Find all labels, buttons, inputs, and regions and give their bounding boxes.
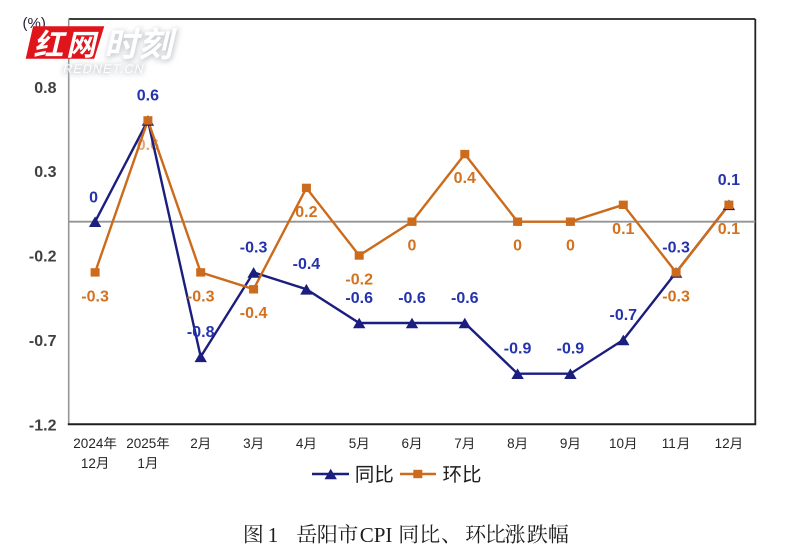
svg-text:-0.6: -0.6 bbox=[345, 290, 373, 307]
svg-text:0.2: 0.2 bbox=[295, 204, 317, 221]
svg-text:0.3: 0.3 bbox=[34, 164, 56, 181]
svg-text:-0.8: -0.8 bbox=[187, 324, 215, 341]
svg-text:0.1: 0.1 bbox=[718, 172, 740, 189]
svg-text:-0.3: -0.3 bbox=[662, 288, 690, 305]
svg-text:-0.2: -0.2 bbox=[29, 249, 57, 266]
svg-text:12: 12 bbox=[81, 456, 96, 471]
svg-text:REDNET.CN: REDNET.CN bbox=[62, 63, 147, 77]
svg-text:0: 0 bbox=[89, 190, 98, 207]
svg-text:1: 1 bbox=[268, 523, 279, 547]
svg-text:3: 3 bbox=[243, 436, 251, 451]
svg-text:-0.4: -0.4 bbox=[240, 305, 268, 322]
svg-text:-0.3: -0.3 bbox=[81, 288, 109, 305]
svg-text:5: 5 bbox=[349, 436, 357, 451]
svg-text:0.1: 0.1 bbox=[718, 221, 740, 238]
svg-text:-0.3: -0.3 bbox=[187, 288, 215, 305]
svg-text:-0.6: -0.6 bbox=[398, 290, 426, 307]
svg-text:REDNET.CN: REDNET.CN bbox=[62, 62, 147, 76]
svg-text:9: 9 bbox=[560, 436, 568, 451]
svg-text:10: 10 bbox=[609, 436, 624, 451]
svg-text:4: 4 bbox=[296, 436, 304, 451]
svg-text:-0.7: -0.7 bbox=[610, 307, 638, 324]
svg-text:2025: 2025 bbox=[126, 436, 156, 451]
svg-text:-0.6: -0.6 bbox=[451, 290, 479, 307]
svg-text:0: 0 bbox=[566, 238, 575, 255]
svg-text:-0.9: -0.9 bbox=[557, 341, 585, 358]
svg-text:11: 11 bbox=[662, 436, 676, 451]
svg-text:0.8: 0.8 bbox=[34, 80, 56, 97]
svg-text:-0.2: -0.2 bbox=[345, 272, 373, 289]
svg-text:0.1: 0.1 bbox=[612, 221, 634, 238]
svg-text:CPI: CPI bbox=[360, 523, 393, 547]
svg-text:-1.2: -1.2 bbox=[29, 418, 57, 435]
svg-text:-0.3: -0.3 bbox=[240, 239, 268, 256]
svg-text:12: 12 bbox=[715, 436, 730, 451]
svg-text:8: 8 bbox=[507, 436, 515, 451]
svg-text:0: 0 bbox=[408, 238, 417, 255]
svg-text:0: 0 bbox=[513, 238, 522, 255]
svg-text:-0.7: -0.7 bbox=[29, 333, 57, 350]
svg-text:-0.9: -0.9 bbox=[504, 341, 532, 358]
svg-text:6: 6 bbox=[402, 436, 410, 451]
svg-text:2024: 2024 bbox=[73, 436, 104, 451]
svg-text:2: 2 bbox=[190, 436, 198, 451]
svg-text:0.6: 0.6 bbox=[137, 87, 159, 104]
svg-text:7: 7 bbox=[454, 436, 462, 451]
svg-text:-0.4: -0.4 bbox=[293, 256, 321, 273]
svg-text:0.4: 0.4 bbox=[454, 170, 476, 187]
svg-text:-0.3: -0.3 bbox=[662, 239, 690, 256]
svg-text:1: 1 bbox=[137, 456, 145, 471]
